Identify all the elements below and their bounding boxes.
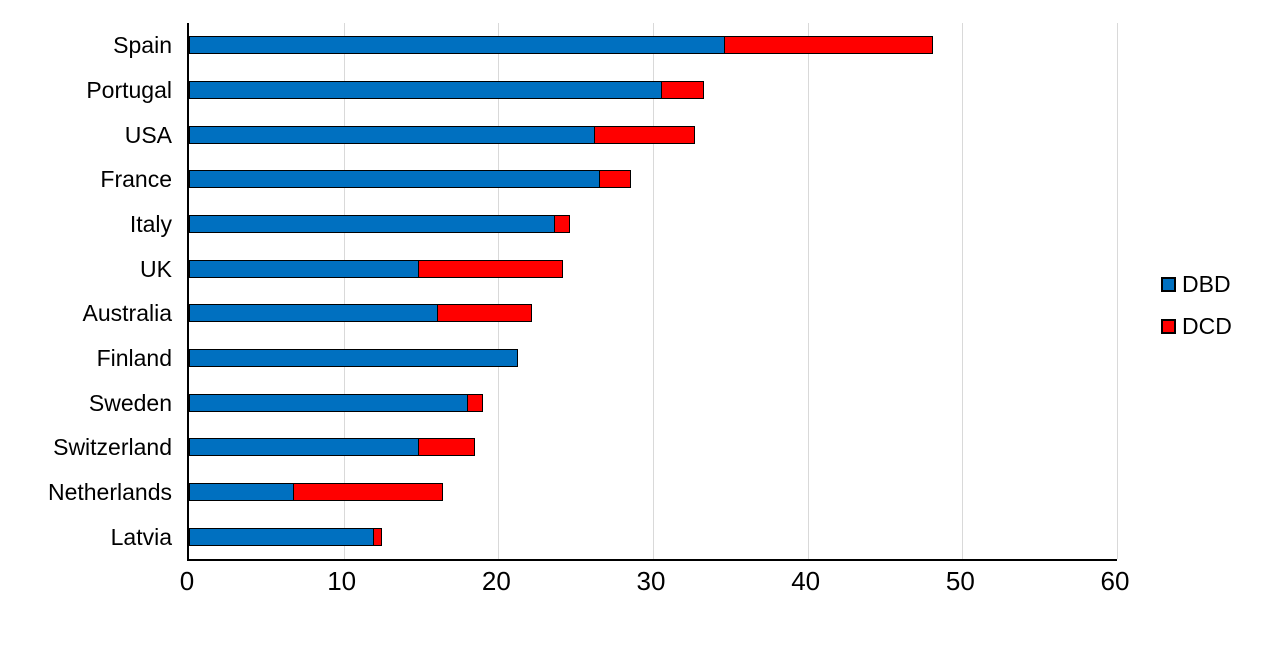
legend-label-dcd: DCD <box>1182 313 1232 339</box>
bar-row-portugal <box>189 81 705 99</box>
bar-row-sweden <box>189 393 483 412</box>
bar-segment-dbd-netherlands <box>189 483 295 501</box>
legend-swatch-dbd <box>1161 277 1176 292</box>
bar-row-finland <box>189 349 519 367</box>
gridline-20 <box>498 23 500 559</box>
bar-segment-dbd-usa <box>189 125 596 144</box>
bar-segment-dcd-france <box>598 170 632 189</box>
category-label-france: France <box>100 166 172 193</box>
category-label-netherlands: Netherlands <box>47 479 172 505</box>
gridline-60 <box>1117 23 1118 559</box>
gridline-30 <box>653 23 654 559</box>
bar-segment-dbd-spain <box>189 36 726 55</box>
bar-segment-dcd-switzerland <box>417 438 476 457</box>
category-label-usa: USA <box>124 121 172 148</box>
x-tick-label-20: 20 <box>481 566 511 596</box>
bar-row-netherlands <box>189 483 443 501</box>
bar-segment-dbd-italy <box>189 215 556 233</box>
x-tick-label-10: 10 <box>327 566 357 596</box>
bar-segment-dcd-sweden <box>467 393 483 412</box>
bar-segment-dbd-sweden <box>189 393 469 412</box>
bar-row-spain <box>189 36 933 55</box>
x-tick-label-60: 60 <box>1100 566 1130 596</box>
gridline-40 <box>807 23 809 559</box>
legend-item-dbd: DBD <box>1161 271 1232 298</box>
bar-segment-dbd-finland <box>189 349 519 367</box>
category-label-italy: Italy <box>129 211 172 237</box>
bar-segment-dbd-portugal <box>189 81 663 99</box>
bar-segment-dbd-france <box>189 170 601 189</box>
bar-segment-dcd-netherlands <box>292 483 443 501</box>
category-label-spain: Spain <box>113 32 172 59</box>
bar-segment-dbd-latvia <box>189 527 375 546</box>
bar-row-france <box>189 170 632 189</box>
bar-segment-dcd-portugal <box>660 81 705 99</box>
bar-segment-dbd-uk <box>189 259 420 278</box>
bar-row-australia <box>189 304 533 323</box>
bar-segment-dbd-australia <box>189 304 438 323</box>
category-label-uk: UK <box>140 255 172 282</box>
bar-segment-dbd-switzerland <box>189 438 420 457</box>
category-label-sweden: Sweden <box>88 389 172 416</box>
bar-row-usa <box>189 125 695 144</box>
category-label-australia: Australia <box>82 300 172 327</box>
bar-row-italy <box>189 215 570 233</box>
category-label-finland: Finland <box>96 345 172 371</box>
gridline-50 <box>962 23 964 559</box>
bar-row-uk <box>189 259 564 278</box>
category-label-latvia: Latvia <box>110 523 172 550</box>
bar-segment-dcd-spain <box>724 36 933 55</box>
bar-row-switzerland <box>189 438 476 457</box>
legend-item-dcd: DCD <box>1161 313 1232 340</box>
x-tick-label-50: 50 <box>945 566 975 596</box>
category-label-portugal: Portugal <box>86 77 172 103</box>
legend: DBD DCD <box>1161 271 1232 340</box>
bar-segment-dcd-uk <box>417 259 564 278</box>
category-label-switzerland: Switzerland <box>53 434 172 461</box>
bar-segment-dcd-italy <box>554 215 570 233</box>
gridline-10 <box>343 23 345 559</box>
x-tick-label-30: 30 <box>636 566 666 596</box>
bar-segment-dcd-usa <box>594 125 695 144</box>
x-tick-label-0: 0 <box>179 566 195 596</box>
bar-segment-dcd-australia <box>436 304 533 323</box>
plot-area <box>187 23 1118 561</box>
bar-segment-dcd-latvia <box>373 527 383 546</box>
bar-row-latvia <box>189 527 383 546</box>
x-tick-label-40: 40 <box>791 566 821 596</box>
legend-label-dbd: DBD <box>1182 271 1231 297</box>
legend-swatch-dcd <box>1161 319 1176 334</box>
